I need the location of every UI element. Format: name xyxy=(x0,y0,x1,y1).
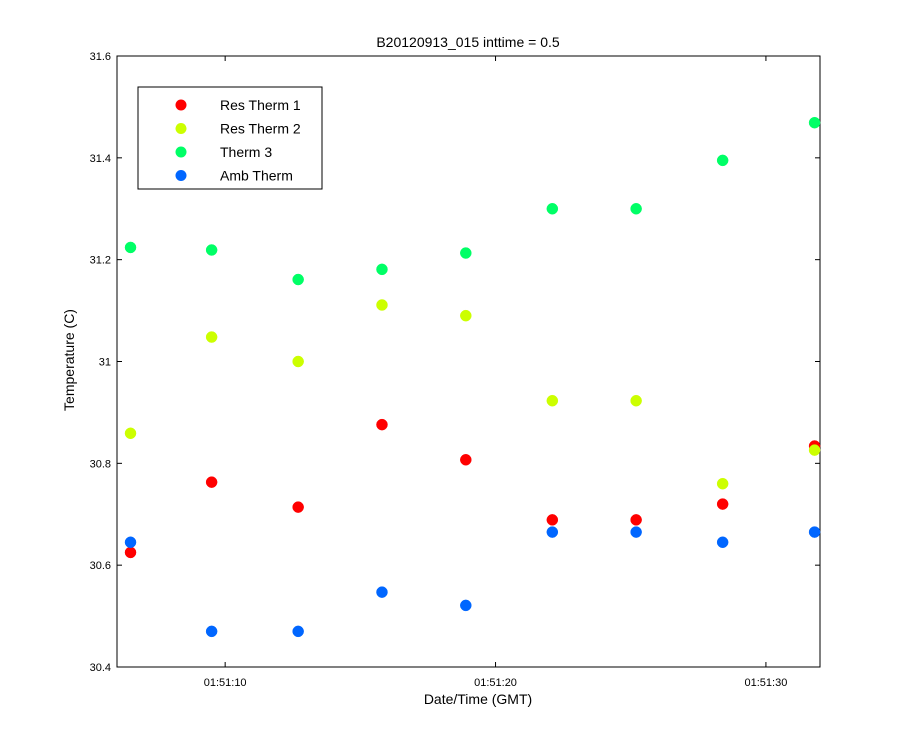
y-axis-label: Temperature (C) xyxy=(61,309,77,411)
data-point xyxy=(124,536,137,549)
data-point xyxy=(205,625,218,638)
data-point xyxy=(630,526,642,538)
y-tick-label: 30.4 xyxy=(90,662,111,674)
x-tick-label: 01:51:20 xyxy=(474,677,517,689)
legend-marker xyxy=(175,123,187,134)
series-3 xyxy=(124,526,821,638)
x-axis: 01:51:10 01:51:20 01:51:30 xyxy=(204,56,788,689)
data-point xyxy=(546,394,559,407)
data-point xyxy=(376,418,388,431)
data-point xyxy=(716,477,729,490)
legend-label: Amb Therm xyxy=(220,168,293,184)
data-point xyxy=(716,498,729,510)
legend-marker xyxy=(175,99,187,111)
y-tick-label: 31.4 xyxy=(90,153,111,165)
x-tick-label: 01:51:30 xyxy=(745,677,788,689)
legend-label: Res Therm 1 xyxy=(220,97,301,113)
data-point xyxy=(205,476,218,488)
data-point xyxy=(124,427,137,440)
y-axis: 30.4 30.6 30.8 31 31.2 31.4 31.6 xyxy=(90,51,820,674)
data-point xyxy=(205,244,218,256)
x-axis-label: Date/Time (GMT) xyxy=(424,691,532,707)
series-2 xyxy=(124,116,821,286)
data-point xyxy=(376,586,388,598)
data-point xyxy=(630,514,642,526)
y-tick-label: 31.2 xyxy=(90,255,111,267)
data-point xyxy=(124,546,137,559)
data-point xyxy=(546,526,559,538)
data-point xyxy=(808,526,821,538)
data-point xyxy=(292,501,304,513)
legend-marker xyxy=(175,170,187,181)
y-tick-label: 31 xyxy=(99,357,111,369)
y-tick-label: 30.6 xyxy=(90,560,111,572)
legend: Res Therm 1 Res Therm 2 Therm 3 Amb Therm xyxy=(137,86,323,190)
data-point xyxy=(630,203,642,215)
y-tick-label: 30.8 xyxy=(90,458,111,470)
data-points xyxy=(124,116,821,638)
data-point xyxy=(124,241,137,254)
legend-label: Therm 3 xyxy=(220,144,272,160)
data-point xyxy=(292,625,304,638)
data-point xyxy=(460,309,472,322)
x-tick-label: 01:51:10 xyxy=(204,677,247,689)
legend-box xyxy=(137,86,323,190)
data-point xyxy=(460,454,472,466)
data-point xyxy=(376,299,388,311)
data-point xyxy=(716,536,729,549)
data-point xyxy=(292,273,304,286)
data-point xyxy=(460,247,472,259)
data-point xyxy=(376,263,388,276)
data-point xyxy=(292,355,304,368)
data-point xyxy=(546,203,559,215)
legend-label: Res Therm 2 xyxy=(220,121,301,137)
data-point xyxy=(205,331,218,343)
data-point xyxy=(630,394,642,407)
data-point xyxy=(460,599,472,612)
data-point xyxy=(546,514,559,526)
data-point xyxy=(716,154,729,167)
data-point xyxy=(808,116,821,129)
data-point xyxy=(808,444,821,456)
chart-title: B20120913_015 inttime = 0.5 xyxy=(376,34,560,50)
y-tick-label: 31.6 xyxy=(90,51,111,63)
legend-marker xyxy=(175,146,187,158)
series-1 xyxy=(124,299,821,490)
